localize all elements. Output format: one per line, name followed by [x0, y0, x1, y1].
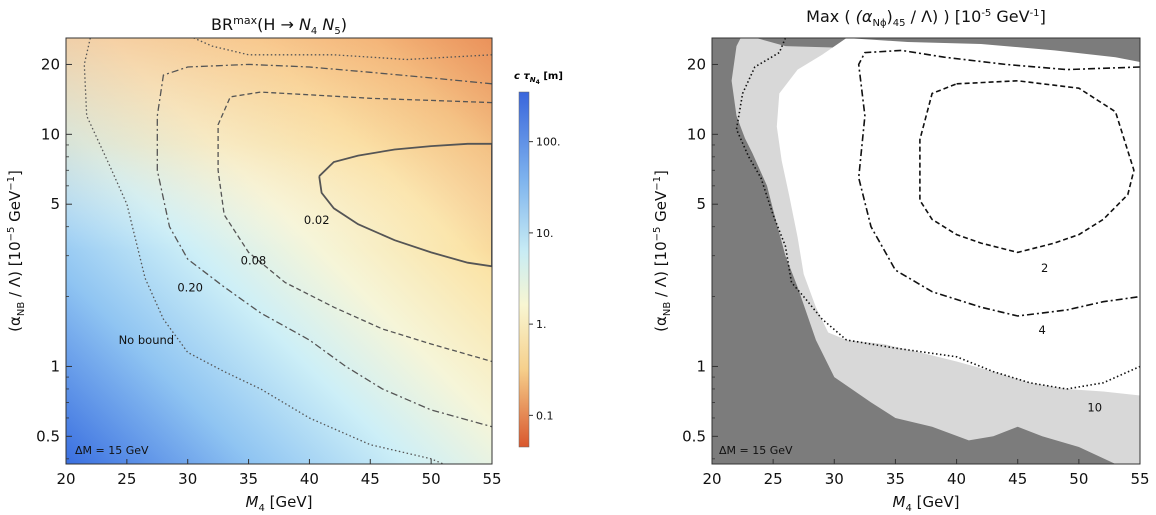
x-tick-label: 35	[886, 470, 905, 488]
right-annotation: ΔM = 15 GeV	[719, 444, 793, 457]
heatmap-shade	[66, 38, 492, 464]
right-y-axis-label: (αNB / Λ) [10−5 GeV−1]	[652, 170, 673, 332]
y-tick-label: 20	[41, 55, 60, 73]
colorbar-title: c τN4 [m]	[514, 71, 563, 86]
y-tick-label: 5	[696, 195, 706, 213]
left-y-axis-label: (αNB / Λ) [10−5 GeV−1]	[6, 170, 27, 332]
right-plot-frame	[711, 37, 1141, 465]
x-tick-label: 25	[117, 470, 136, 488]
contour-label: No bound	[119, 333, 175, 347]
contour-label: 2	[1041, 261, 1048, 275]
left-x-ticks: 20 25 30 35 40 45 50 55	[56, 459, 502, 488]
left-contours: 0.02 0.08 0.20 No bound	[83, 38, 492, 464]
y-tick-label: 0.5	[36, 427, 60, 445]
x-tick-label: 50	[422, 470, 441, 488]
contour-line	[83, 38, 444, 464]
left-plot-frame	[65, 37, 493, 465]
y-tick-label: 10	[41, 125, 60, 143]
x-tick-label: 45	[1008, 470, 1027, 488]
colorbar-tick-label: 10.	[536, 227, 554, 240]
x-tick-label: 35	[239, 470, 258, 488]
contour-line	[217, 91, 492, 363]
left-chart-title: BRmax(H → N4 N5)	[211, 14, 347, 37]
contour-line	[318, 142, 492, 268]
colorbar-gradient	[518, 91, 530, 448]
right-contours: 2 4 10	[735, 38, 1140, 414]
contour-label: 4	[1039, 323, 1046, 337]
colorbar-tick-label: 1.	[536, 318, 547, 331]
contour-line	[735, 38, 1140, 390]
contour-line	[857, 49, 1140, 317]
contour-label: 0.20	[177, 281, 203, 295]
right-x-axis-label: M4 [GeV]	[893, 493, 960, 514]
x-tick-label: 55	[1130, 470, 1149, 488]
colorbar-tick-label: 0.1	[536, 409, 554, 422]
x-tick-label: 40	[300, 470, 319, 488]
contour-label: 10	[1087, 400, 1102, 414]
contour-line	[193, 38, 492, 61]
colorbar-tick-label: 100.	[536, 136, 561, 149]
y-tick-label: 0.5	[682, 427, 706, 445]
x-tick-label: 20	[56, 470, 75, 488]
x-tick-label: 30	[178, 470, 197, 488]
x-tick-label: 55	[482, 470, 501, 488]
colorbar-ticks: 100. 10. 1. 0.1	[529, 136, 561, 422]
contour-label: 0.08	[241, 253, 267, 267]
right-chart-title: Max ( (αNϕ)45 / Λ) ) [10-5 GeV-1]	[806, 7, 1046, 29]
left-y-ticks: 0.5 1 5 10 20	[36, 55, 72, 460]
left-annotation: ΔM = 15 GeV	[75, 444, 149, 457]
x-tick-label: 30	[825, 470, 844, 488]
x-tick-label: 45	[361, 470, 380, 488]
allowed-region	[776, 38, 1140, 396]
x-tick-label: 50	[1069, 470, 1088, 488]
y-tick-label: 20	[687, 55, 706, 73]
right-panel: 2 4 10 20 25 30 35 40 45 50 55 0.5 1 5 10 20 Max ( (α…	[652, 7, 1150, 514]
left-panel: 0.02 0.08 0.20 No bound 20 25 30 35 40 45 50 55 0.…	[6, 14, 502, 514]
contour-line	[156, 63, 492, 428]
x-tick-label: 40	[947, 470, 966, 488]
y-tick-label: 10	[687, 125, 706, 143]
left-x-axis-label: M4 [GeV]	[246, 493, 313, 514]
x-tick-label: 25	[764, 470, 783, 488]
x-tick-label: 20	[702, 470, 721, 488]
right-x-ticks: 20 25 30 35 40 45 50 55	[702, 459, 1150, 488]
y-tick-label: 5	[50, 195, 60, 213]
y-tick-label: 1	[50, 357, 60, 375]
right-y-ticks: 0.5 1 5 10 20	[682, 55, 718, 460]
colorbar: c τN4 [m] 100. 10. 1. 0.1	[514, 71, 563, 448]
contour-label: 0.02	[304, 213, 330, 227]
y-tick-label: 1	[696, 357, 706, 375]
contour-line	[919, 79, 1135, 254]
